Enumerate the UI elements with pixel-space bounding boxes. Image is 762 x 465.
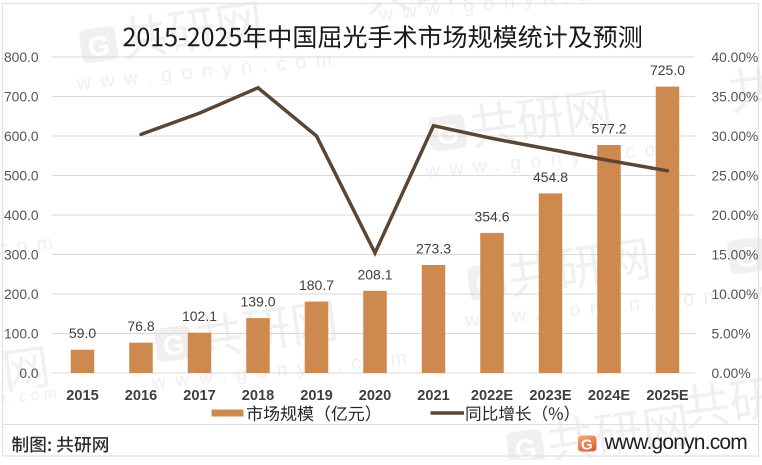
svg-text:2019: 2019	[300, 388, 332, 404]
svg-text:2022E: 2022E	[471, 388, 513, 404]
svg-text:2025E: 2025E	[646, 388, 688, 404]
svg-text:2024E: 2024E	[588, 388, 630, 404]
svg-text:273.3: 273.3	[416, 241, 451, 257]
svg-text:2018: 2018	[242, 388, 274, 404]
svg-text:354.6: 354.6	[474, 208, 509, 224]
svg-text:35.00%: 35.00%	[712, 89, 759, 104]
svg-text:15.00%: 15.00%	[712, 247, 759, 262]
svg-text:www.gonyn.com: www.gonyn.com	[604, 431, 748, 454]
svg-text:577.2: 577.2	[591, 121, 626, 137]
svg-text:725.0: 725.0	[650, 62, 685, 78]
svg-text:n.com: n.com	[0, 384, 62, 408]
svg-text:G: G	[86, 29, 112, 63]
svg-text:G: G	[734, 240, 760, 274]
svg-text:700.0: 700.0	[4, 89, 39, 104]
svg-text:59.0: 59.0	[69, 325, 96, 341]
svg-text:2016: 2016	[125, 388, 157, 404]
svg-text:2021: 2021	[417, 388, 449, 404]
svg-text:5.00%: 5.00%	[712, 326, 751, 341]
svg-text:0.00%: 0.00%	[712, 366, 751, 381]
svg-text:180.7: 180.7	[299, 277, 334, 293]
svg-text:600.0: 600.0	[4, 129, 39, 144]
svg-text:20.00%: 20.00%	[712, 208, 759, 223]
svg-text:76.8: 76.8	[127, 318, 154, 334]
svg-text:2015: 2015	[66, 388, 98, 404]
svg-text:102.1: 102.1	[182, 308, 217, 324]
svg-text:2023E: 2023E	[529, 388, 571, 404]
svg-text:G: G	[435, 117, 461, 151]
svg-text:0.0: 0.0	[19, 366, 39, 381]
svg-text:454.8: 454.8	[533, 169, 568, 185]
svg-text:139.0: 139.0	[240, 294, 275, 310]
svg-text:2020: 2020	[359, 388, 391, 404]
svg-text:40.00%: 40.00%	[712, 50, 759, 65]
svg-text:30.00%: 30.00%	[712, 129, 759, 144]
svg-text:200.0: 200.0	[4, 287, 39, 302]
svg-text:400.0: 400.0	[4, 208, 39, 223]
svg-text:G: G	[581, 437, 593, 454]
svg-text:100.0: 100.0	[4, 326, 39, 341]
svg-text:500.0: 500.0	[4, 168, 39, 183]
svg-text:300.0: 300.0	[4, 247, 39, 262]
svg-text:2017: 2017	[183, 388, 215, 404]
svg-text:10.00%: 10.00%	[712, 287, 759, 302]
svg-text:208.1: 208.1	[357, 266, 392, 282]
svg-text:800.0: 800.0	[4, 50, 39, 65]
svg-text:25.00%: 25.00%	[712, 168, 759, 183]
